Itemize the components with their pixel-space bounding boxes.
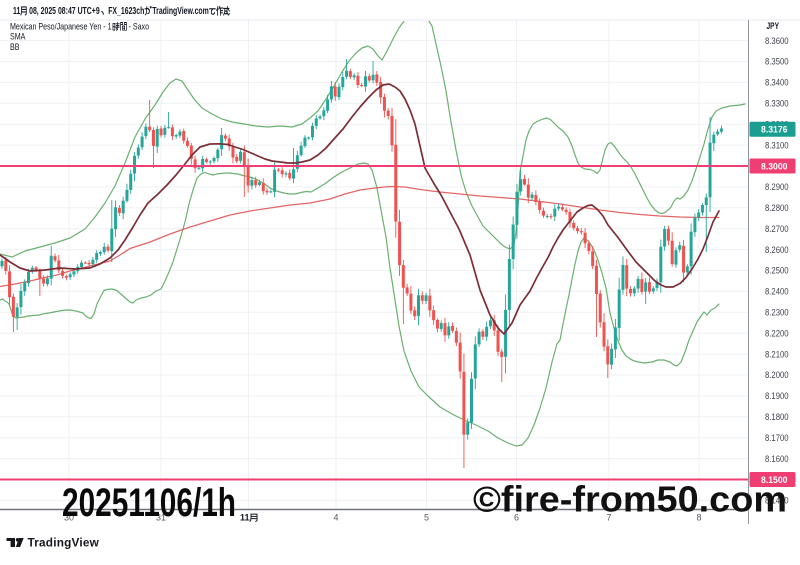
svg-text:8.3600: 8.3600 [765,36,789,46]
svg-text:Mexican Peso/Japanese Yen - 1: Mexican Peso/Japanese Yen - 1 [10,20,112,31]
svg-text:8.2100: 8.2100 [765,349,789,359]
svg-text:FX_1623ch: FX_1623ch [108,5,144,17]
svg-text:20251106/1h: 20251106/1h [62,481,236,525]
svg-text:8.1800: 8.1800 [765,412,789,422]
svg-text:7: 7 [606,513,611,523]
svg-text:8: 8 [696,513,701,523]
svg-text:8.1900: 8.1900 [765,391,789,401]
svg-text:©fire-from50.com: ©fire-from50.com [473,479,787,520]
svg-text:SMA: SMA [10,31,26,42]
svg-text:31: 31 [156,513,166,523]
svg-text:BB: BB [10,41,20,52]
svg-text:8.2200: 8.2200 [765,328,789,338]
svg-text:5: 5 [424,513,429,523]
svg-text:TradingView.com: TradingView.com [152,5,209,17]
svg-text:4: 4 [333,513,338,523]
svg-text:8.2500: 8.2500 [765,266,789,276]
svg-text:8.2400: 8.2400 [765,287,789,297]
svg-text:8.3176: 8.3176 [761,125,788,135]
svg-text:8.2700: 8.2700 [765,224,789,234]
svg-text:8.2300: 8.2300 [765,308,789,318]
svg-text:6: 6 [514,513,519,523]
svg-text:8.3000: 8.3000 [761,161,788,171]
svg-text:8.2600: 8.2600 [765,245,789,255]
svg-text:8.3100: 8.3100 [765,140,789,150]
svg-text:11: 11 [240,513,250,523]
svg-text:- Saxo: - Saxo [129,20,150,31]
svg-text:8.2000: 8.2000 [765,370,789,380]
svg-text:8.2800: 8.2800 [765,203,789,213]
svg-text:8.1600: 8.1600 [765,454,789,464]
svg-text:8.1500: 8.1500 [761,475,788,485]
svg-text:8.3400: 8.3400 [765,78,789,88]
svg-text:8.1700: 8.1700 [765,433,789,443]
svg-text:11: 11 [13,5,21,17]
svg-text:8.2900: 8.2900 [765,182,789,192]
svg-text:TradingView: TradingView [28,536,100,550]
svg-text:8.1400: 8.1400 [765,496,789,506]
svg-text:JPY: JPY [767,21,780,31]
svg-text:08, 2025 08:47 UTC+9: 08, 2025 08:47 UTC+9 [29,5,100,17]
svg-text:8.3500: 8.3500 [765,57,789,67]
svg-text:30: 30 [64,513,74,523]
svg-text:8.3300: 8.3300 [765,99,789,109]
